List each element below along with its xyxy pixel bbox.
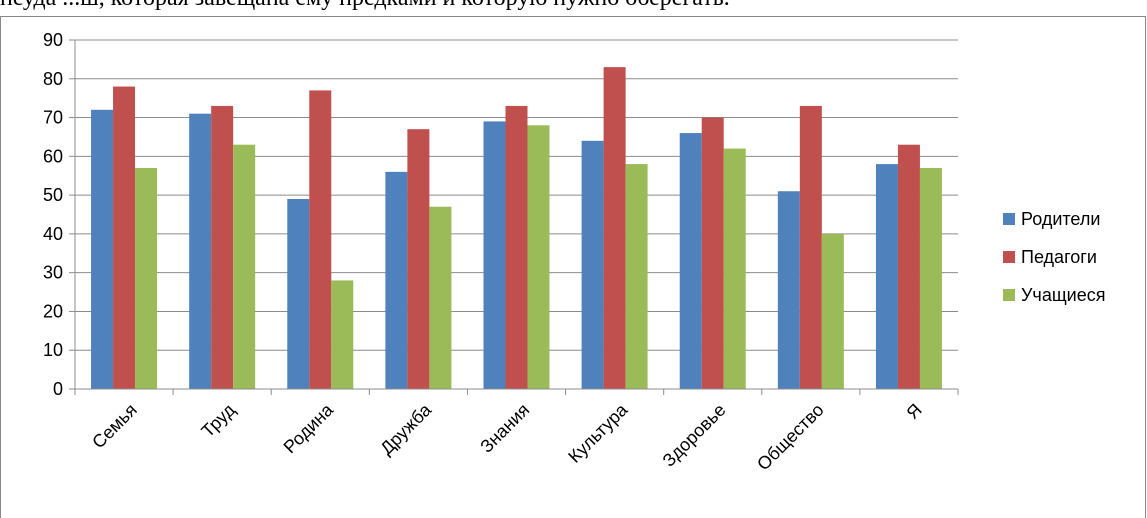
bar-2-8 [799, 105, 822, 389]
y-tick-label: 0 [53, 379, 63, 399]
y-tick-label: 90 [43, 30, 63, 50]
bar-1-5 [483, 121, 506, 389]
bar-2-1 [113, 86, 136, 390]
y-tick-label: 20 [43, 301, 63, 321]
bar-3-4 [429, 206, 452, 389]
y-tick-label: 40 [43, 224, 63, 244]
bar-1-3 [287, 198, 310, 389]
bar-3-1 [135, 167, 158, 389]
x-axis: Семья Труд Родина Дружба Знания Культура Здоро… [74, 388, 959, 475]
bar-2-7 [701, 117, 724, 390]
bar-1-9 [875, 164, 898, 389]
x-category-label: Культура [564, 399, 632, 467]
bar-3-9 [919, 167, 942, 389]
legend-swatch [1003, 289, 1015, 301]
x-category-label: Семья [88, 400, 141, 453]
y-tick-label: 60 [43, 146, 63, 166]
y-tick-label: 10 [43, 340, 63, 360]
bar-3-6 [625, 164, 648, 389]
bar-3-7 [723, 148, 746, 389]
x-category-label: Дружба [376, 399, 436, 459]
legend-swatch [1003, 213, 1015, 225]
bar-1-4 [385, 171, 408, 389]
bar-3-5 [527, 125, 550, 390]
bar-1-8 [777, 191, 800, 389]
legend-label: Педагоги [1021, 247, 1097, 267]
x-category-label: Труд [197, 399, 239, 441]
bars [91, 67, 942, 390]
bar-1-2 [189, 113, 212, 389]
x-category-label: Я [902, 400, 925, 423]
bar-1-1 [91, 109, 114, 390]
x-category-label: Общество [753, 400, 828, 475]
bar-3-8 [821, 233, 844, 389]
legend: Родители Педагоги Учащиеся [1003, 209, 1105, 305]
bar-2-9 [897, 144, 920, 389]
bar-1-7 [679, 133, 702, 389]
y-tick-label: 30 [43, 263, 63, 283]
bar-3-3 [331, 280, 354, 389]
y-axis: 0 10 20 30 40 50 60 70 80 90 [43, 30, 76, 399]
x-category-label: Здоровье [659, 400, 730, 471]
x-category-label: Знания [476, 400, 533, 457]
bar-2-5 [505, 105, 528, 389]
legend-label: Родители [1021, 209, 1100, 229]
y-tick-label: 50 [43, 185, 63, 205]
y-tick-label: 70 [43, 108, 63, 128]
x-category-label: Родина [280, 399, 338, 457]
bar-2-2 [211, 105, 234, 389]
legend-swatch [1003, 251, 1015, 263]
bar-2-4 [407, 129, 430, 389]
y-tick-label: 80 [43, 69, 63, 89]
bar-3-2 [233, 144, 256, 389]
bar-1-6 [581, 140, 604, 389]
page-text-fragment: неуда ...ш, которая завещана ему предкам… [0, 0, 1147, 12]
bar-2-3 [309, 90, 332, 390]
chart-frame [0, 16, 1146, 518]
legend-label: Учащиеся [1021, 285, 1105, 305]
bar-2-6 [603, 67, 626, 390]
